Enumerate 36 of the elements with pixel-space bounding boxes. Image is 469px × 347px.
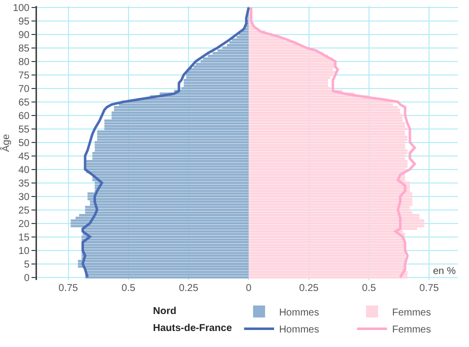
y-tick-label: 60 bbox=[18, 110, 30, 122]
x-tick-label: 0.25 bbox=[299, 283, 320, 294]
y-tick-label: 15 bbox=[18, 232, 30, 244]
x-tick-label: 0 bbox=[246, 283, 252, 294]
y-tick-label: 55 bbox=[18, 124, 30, 136]
y-tick-label: 35 bbox=[18, 178, 30, 190]
y-tick-label: 40 bbox=[18, 164, 30, 176]
y-tick-label: 0 bbox=[24, 272, 30, 284]
y-tick-label: 75 bbox=[18, 70, 30, 82]
legend-label: Femmes bbox=[392, 324, 431, 336]
y-tick-label: 50 bbox=[18, 138, 30, 149]
y-tick-label: 30 bbox=[18, 192, 30, 203]
annotation: en % bbox=[433, 266, 456, 277]
y-tick-label: 5 bbox=[24, 259, 30, 270]
x-tick-label: 0.75 bbox=[58, 283, 78, 294]
y-tick-label: 80 bbox=[18, 56, 30, 68]
x-tick-label: 0.5 bbox=[121, 283, 136, 294]
y-tick-label: 10 bbox=[18, 246, 30, 257]
text: Hauts-de-France bbox=[153, 323, 232, 334]
y-tick-label: 100 bbox=[12, 2, 30, 14]
x-tick-label: 0.75 bbox=[419, 283, 440, 294]
y-tick-label: 70 bbox=[18, 84, 30, 95]
y-tick-label: 85 bbox=[18, 43, 30, 54]
y-tick-label: 45 bbox=[18, 151, 30, 162]
y-tick-label: 20 bbox=[18, 218, 30, 230]
y-axis-title: Âge bbox=[0, 134, 12, 152]
y-tick-label: 25 bbox=[18, 205, 30, 216]
text: Nord bbox=[153, 306, 176, 317]
y-tick-label: 65 bbox=[18, 97, 30, 108]
x-tick-label: 0.5 bbox=[362, 283, 376, 294]
y-tick-label: 90 bbox=[18, 30, 30, 41]
legend-label: Hommes bbox=[279, 307, 320, 318]
legend-label: Femmes bbox=[392, 307, 431, 318]
y-tick-label: 95 bbox=[18, 16, 30, 28]
legend-label: Hommes bbox=[279, 324, 320, 336]
x-tick-label: 0.25 bbox=[178, 283, 199, 294]
